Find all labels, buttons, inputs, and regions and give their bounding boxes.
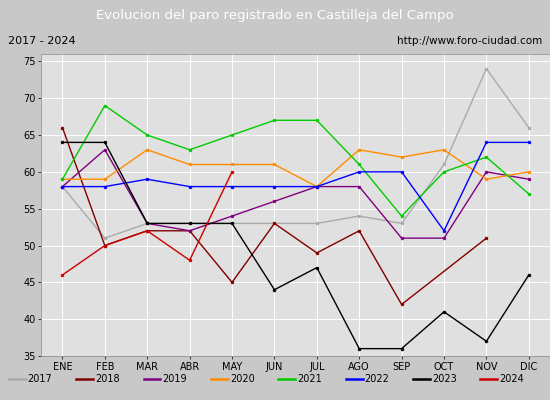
Text: 2017 - 2024: 2017 - 2024 (8, 36, 76, 46)
Text: Evolucion del paro registrado en Castilleja del Campo: Evolucion del paro registrado en Castill… (96, 8, 454, 22)
Text: 2023: 2023 (432, 374, 456, 384)
Text: 2022: 2022 (365, 374, 389, 384)
Text: 2019: 2019 (162, 374, 187, 384)
Text: 2018: 2018 (95, 374, 120, 384)
Text: 2024: 2024 (499, 374, 524, 384)
Text: 2020: 2020 (230, 374, 255, 384)
Text: http://www.foro-ciudad.com: http://www.foro-ciudad.com (397, 36, 542, 46)
Text: 2021: 2021 (297, 374, 322, 384)
Text: 2017: 2017 (28, 374, 52, 384)
